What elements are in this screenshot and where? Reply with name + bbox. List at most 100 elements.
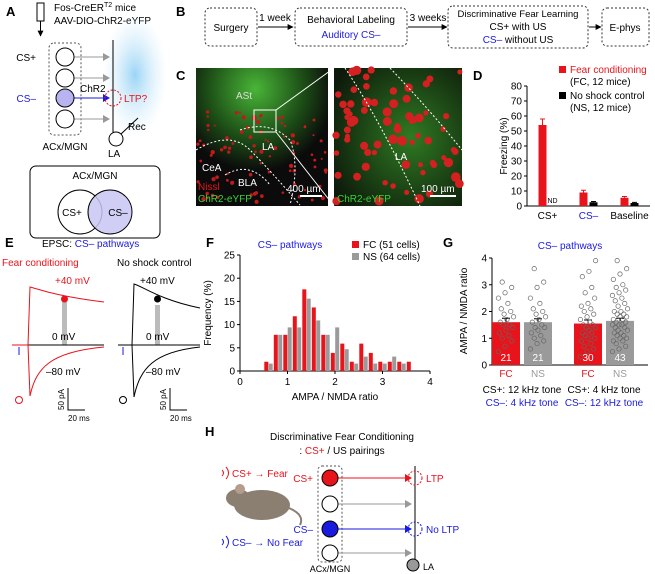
data-point xyxy=(625,327,631,333)
error-bar xyxy=(581,189,586,193)
y-axis-label: Frequency (%) xyxy=(203,280,214,346)
cell xyxy=(374,196,384,206)
cell xyxy=(227,146,232,150)
measure-bar xyxy=(155,305,160,345)
y-tick-label: 20 xyxy=(511,172,523,183)
synapse xyxy=(103,94,110,102)
region-outline xyxy=(224,168,271,186)
step: Behavioral Labeling xyxy=(307,15,395,26)
y-tick-label: 0 xyxy=(481,361,487,372)
mouse-text: mice xyxy=(112,3,136,14)
cell xyxy=(303,125,307,129)
data-point xyxy=(618,330,624,336)
cell xyxy=(224,136,229,141)
cell xyxy=(259,149,264,154)
region-outline xyxy=(389,67,463,151)
bar xyxy=(302,289,307,371)
data-point xyxy=(577,316,583,323)
title: Discriminative Fear Conditioning xyxy=(270,432,414,443)
data-point xyxy=(507,322,513,328)
data-point xyxy=(616,346,622,352)
data-point xyxy=(612,324,618,331)
data-point xyxy=(580,322,586,328)
cell xyxy=(367,66,375,74)
neuron xyxy=(55,68,75,88)
cell xyxy=(234,111,239,115)
cell xyxy=(215,195,220,200)
region-outline xyxy=(239,126,296,206)
bar xyxy=(392,356,397,371)
synapse xyxy=(405,549,412,557)
bar xyxy=(373,363,378,371)
holding-label: –80 mV xyxy=(146,367,181,378)
behavior: CS+ → Fear xyxy=(232,469,289,480)
data-point xyxy=(508,308,514,315)
data-point xyxy=(497,319,503,325)
outcome-label: LTP xyxy=(426,474,444,485)
data-point xyxy=(589,330,595,336)
cell xyxy=(422,80,430,88)
data-point xyxy=(588,341,594,347)
cell xyxy=(239,130,244,134)
bar xyxy=(363,356,368,371)
cell xyxy=(288,169,292,173)
cell xyxy=(211,177,216,182)
trace xyxy=(118,344,201,398)
cell xyxy=(332,197,341,206)
data-point xyxy=(581,308,587,315)
y-tick-label: 15 xyxy=(224,297,236,308)
cell xyxy=(215,175,219,180)
y-tick-label: 3 xyxy=(481,280,487,291)
region-label: LA xyxy=(262,142,275,153)
data-point xyxy=(590,322,596,328)
cell xyxy=(281,191,285,194)
measure-bar xyxy=(62,302,67,345)
input-label: CS– xyxy=(294,525,314,536)
y-tick-label: 10 xyxy=(511,187,523,198)
ltp-circle xyxy=(407,470,423,486)
stain-label: Nissl xyxy=(198,182,220,193)
cell xyxy=(206,115,209,118)
synapse xyxy=(103,74,110,82)
y-tick-label: 70 xyxy=(511,97,523,108)
data-point xyxy=(510,324,516,331)
cell xyxy=(344,133,351,139)
data-point xyxy=(582,333,588,339)
mouse-line: Fos-CreERT2 mice xyxy=(54,2,137,14)
cell xyxy=(283,124,287,128)
syringe xyxy=(36,2,45,22)
data-point xyxy=(611,330,617,336)
trace xyxy=(12,344,105,397)
x-tick-label: 1 xyxy=(285,377,291,388)
data-point xyxy=(501,311,507,317)
bar xyxy=(359,343,364,371)
x-tick-label: Baseline xyxy=(610,211,649,222)
cell xyxy=(414,194,424,204)
cell xyxy=(254,150,257,154)
bar xyxy=(344,349,349,371)
cell xyxy=(348,115,359,126)
cell xyxy=(382,107,392,117)
cs-minus: CS– xyxy=(483,35,503,46)
cell xyxy=(227,150,231,154)
cell xyxy=(393,125,402,134)
cell xyxy=(389,99,399,109)
data-point xyxy=(619,295,625,301)
chart-title: CS– pathways xyxy=(538,241,602,252)
data-point xyxy=(609,349,615,355)
sound-icon xyxy=(221,466,229,480)
cell xyxy=(249,155,253,160)
cell xyxy=(402,94,411,103)
cell xyxy=(264,138,267,141)
bar xyxy=(264,361,269,371)
cell xyxy=(347,111,353,117)
cell xyxy=(360,106,368,114)
cell xyxy=(290,139,296,145)
bar xyxy=(382,363,387,371)
cell xyxy=(390,183,396,189)
data-point xyxy=(612,298,618,304)
data-point xyxy=(581,343,587,349)
count-label: 43 xyxy=(614,353,626,364)
cell xyxy=(290,133,295,138)
